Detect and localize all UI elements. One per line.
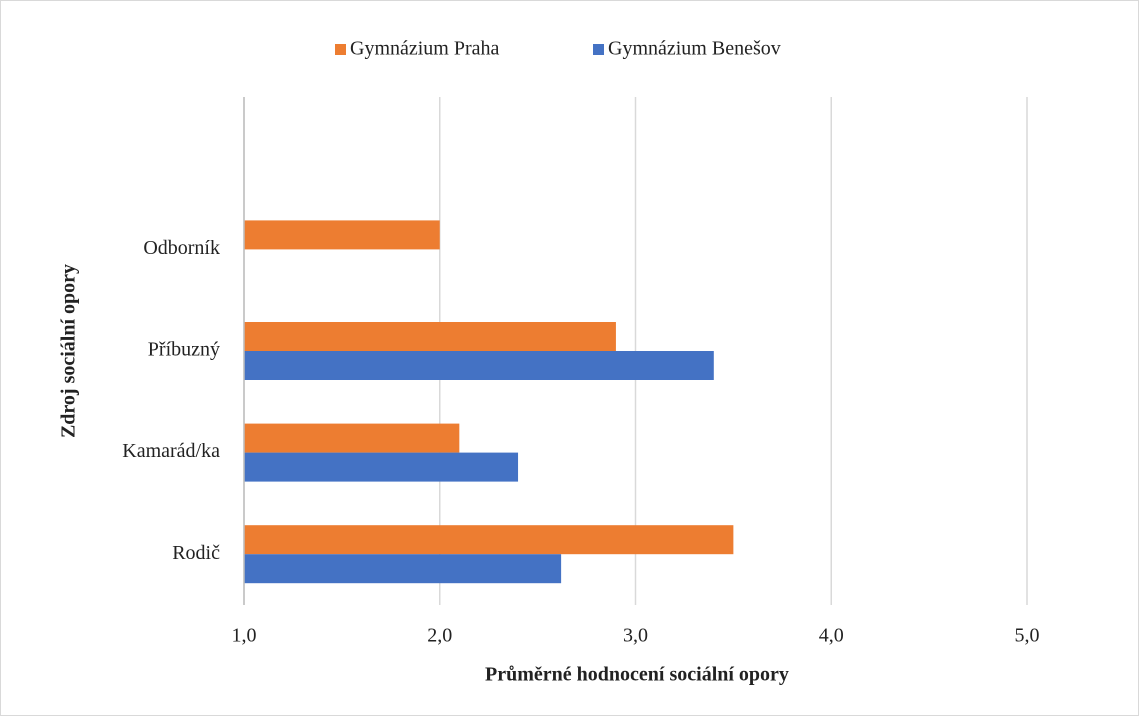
bar	[244, 423, 460, 453]
x-tick-label: 2,0	[427, 625, 452, 647]
bar	[244, 525, 734, 555]
x-tick-label: 5,0	[1015, 625, 1040, 647]
y-tick-label: Příbuzný	[148, 339, 220, 361]
bar	[244, 452, 519, 482]
bar	[244, 220, 440, 250]
legend-swatch	[335, 44, 346, 55]
y-tick-label: Odborník	[143, 237, 220, 259]
legend-label: Gymnázium Praha	[350, 38, 500, 60]
x-tick-label: 1,0	[232, 625, 257, 647]
legend-swatch	[593, 44, 604, 55]
bar	[244, 351, 714, 380]
y-tick-label: Rodič	[172, 542, 220, 564]
bar	[244, 554, 562, 584]
y-axis-label: Zdroj sociální opory	[58, 264, 80, 438]
legend-label: Gymnázium Benešov	[608, 38, 781, 60]
x-tick-label: 4,0	[819, 625, 844, 647]
x-axis-label: Průměrné hodnocení sociální opory	[485, 664, 789, 686]
x-tick-label: 3,0	[623, 625, 648, 647]
y-tick-label: Kamarád/ka	[122, 440, 220, 462]
bar	[244, 322, 616, 351]
